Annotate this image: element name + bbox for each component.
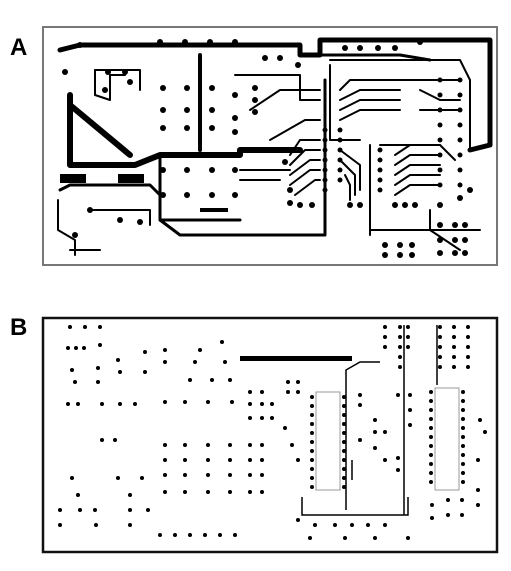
ic-outline-right xyxy=(434,387,460,491)
panel-a-traces xyxy=(57,37,493,256)
panel-a-label: A xyxy=(10,34,28,61)
panel-b-frame xyxy=(41,316,499,554)
panel-b-label: B xyxy=(10,314,28,341)
panel-b-holes xyxy=(58,325,487,540)
pad-large xyxy=(118,174,144,183)
pad-strip xyxy=(200,208,228,212)
panel-a-frame xyxy=(42,26,498,266)
panel-b-wires xyxy=(301,325,438,516)
panel-a xyxy=(42,26,498,266)
panel-a-pads xyxy=(60,39,473,258)
bus-bar xyxy=(240,356,352,361)
pad-large xyxy=(60,174,86,183)
ic-outline-left xyxy=(315,391,341,491)
panel-b xyxy=(41,316,499,554)
